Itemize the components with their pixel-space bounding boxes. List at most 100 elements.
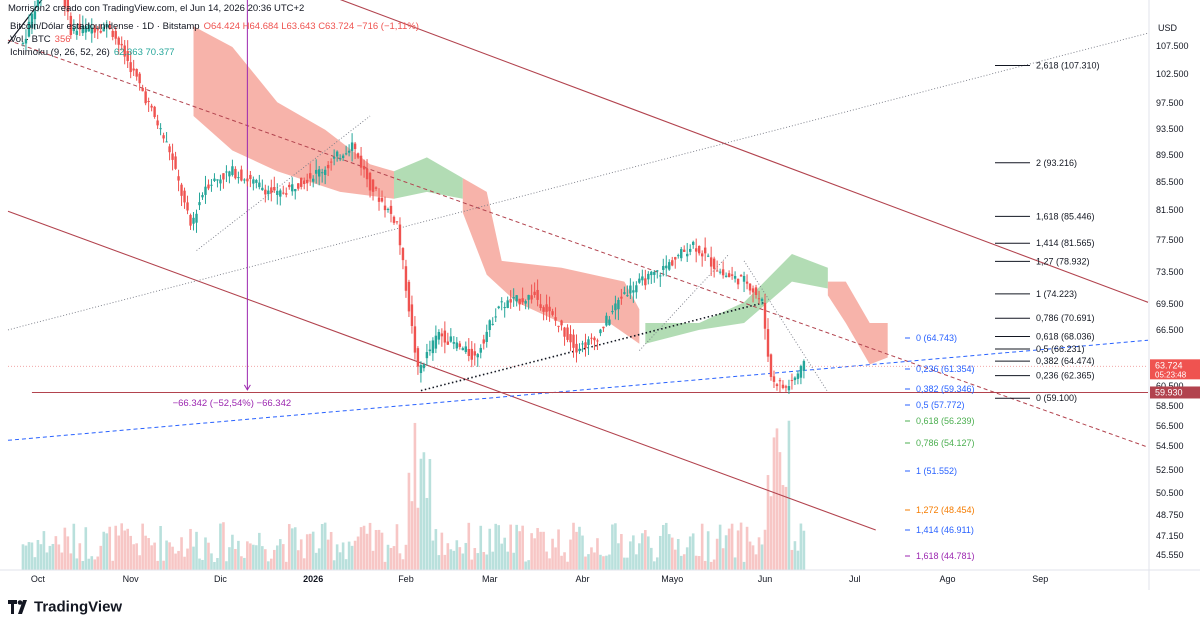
candle-body — [677, 255, 680, 257]
volume-bar — [554, 547, 557, 570]
volume-bar — [156, 560, 159, 570]
volume-bar — [461, 553, 465, 570]
volume-bar — [198, 558, 201, 570]
candle-body — [386, 208, 390, 210]
volume-bar — [267, 561, 270, 570]
candle-body — [138, 73, 141, 84]
fib-right-label-1: 2 (93.216) — [1036, 158, 1077, 168]
legend-symbol[interactable]: Bitcoin/Dólar estadounidense · 1D · Bits… — [10, 21, 200, 32]
candle-body — [626, 295, 629, 297]
volume-bar — [533, 538, 536, 570]
y-tick-label: 73.500 — [1156, 267, 1184, 277]
candle-body — [261, 187, 264, 191]
x-tick-label: Nov — [123, 574, 140, 584]
candle-body — [132, 68, 135, 71]
candle-body — [78, 23, 82, 30]
volume-bar — [440, 532, 444, 570]
volume-bar — [270, 558, 273, 570]
volume-bar — [593, 552, 596, 570]
volume-bar — [344, 559, 348, 570]
y-tick-label: 45.550 — [1156, 550, 1184, 560]
candle-body — [473, 351, 476, 356]
candle-body — [365, 168, 369, 180]
fib-right-label-5: 1 (74.223) — [1036, 289, 1077, 299]
candle-body — [614, 303, 617, 311]
candle-body — [356, 153, 360, 158]
volume-bar — [542, 531, 545, 570]
volume-bar — [33, 557, 37, 570]
volume-bar — [658, 535, 662, 570]
volume-bar — [425, 497, 429, 570]
candle-body — [93, 27, 96, 33]
volume-bar — [57, 544, 61, 570]
volume-bar — [626, 557, 629, 570]
candle-body — [240, 169, 243, 181]
y-tick-label: 97.500 — [1156, 98, 1184, 108]
volume-bar — [617, 543, 620, 570]
candle-body — [778, 380, 782, 382]
legend-symbol-row[interactable]: Bitcoin/Dólar estadounidense · 1D · Bits… — [10, 20, 419, 33]
fib-left-label-3: 0,5 (57.772) — [916, 400, 965, 410]
candle-body — [644, 278, 647, 286]
candle-body — [309, 173, 312, 179]
volume-bar — [667, 534, 671, 570]
fib-right-label-9: 0,382 (64.474) — [1036, 356, 1095, 366]
candle-body — [398, 224, 402, 246]
candle-body — [96, 29, 99, 31]
candle-body — [291, 184, 294, 192]
candle-body — [563, 327, 566, 337]
candle-body — [524, 301, 527, 304]
candle-body — [341, 155, 345, 159]
volume-bar — [78, 543, 82, 570]
candle-body — [545, 304, 548, 312]
trend-dotted-upper — [7, 32, 1149, 331]
volume-bar — [359, 527, 363, 570]
y-tick-label: 66.500 — [1156, 325, 1184, 335]
tradingview-brand[interactable]: TradingView — [8, 598, 122, 616]
candle-body — [204, 186, 207, 195]
volume-bar — [527, 560, 530, 570]
candle-body — [69, 15, 73, 36]
legend-volume-row[interactable]: Vol · BTC 356 — [10, 33, 419, 46]
y-tick-label: 77.500 — [1156, 235, 1184, 245]
candle-body — [578, 348, 581, 352]
candle-body — [186, 202, 189, 211]
volume-bar — [712, 559, 716, 570]
candle-body — [766, 329, 770, 357]
candle-body — [213, 178, 216, 181]
volume-bars — [21, 420, 806, 570]
legend-ichimoku-row[interactable]: Ichimoku (9, 26, 52, 26) 62.363 70.377 — [10, 46, 419, 59]
fib-left-label-6: 1 (51.552) — [916, 466, 957, 476]
channel-upper — [339, 0, 1149, 303]
candle-body — [748, 283, 752, 291]
volume-bar — [305, 534, 309, 570]
legend-ichimoku-values: 62.363 70.377 — [113, 47, 175, 58]
candle-body — [775, 384, 779, 387]
candle-body — [389, 205, 393, 214]
candle-body — [509, 299, 512, 303]
candle-body — [422, 364, 426, 369]
candle-body — [177, 176, 180, 181]
candle-body — [282, 192, 285, 194]
legend-ohlc: O64.424 H64.684 L63.643 C63.724 −716 (−1… — [203, 21, 419, 32]
volume-bar — [368, 522, 372, 570]
volume-bar — [189, 528, 192, 570]
volume-bar — [551, 538, 554, 570]
volume-bar — [530, 533, 533, 570]
volume-bar — [766, 475, 770, 570]
volume-bar — [168, 542, 171, 570]
candle-body — [464, 346, 467, 352]
x-tick-label: 2026 — [303, 574, 323, 584]
volume-bar — [434, 529, 438, 570]
y-tick-label: 89.500 — [1156, 150, 1184, 160]
candle-body — [329, 161, 333, 163]
x-tick-label: Mar — [482, 574, 498, 584]
candle-body — [548, 306, 551, 312]
x-tick-label: Feb — [398, 574, 414, 584]
volume-bar — [171, 546, 174, 570]
volume-bar — [275, 545, 279, 570]
candle-body — [697, 245, 701, 254]
volume-bar — [590, 547, 593, 570]
volume-bar — [374, 530, 378, 570]
